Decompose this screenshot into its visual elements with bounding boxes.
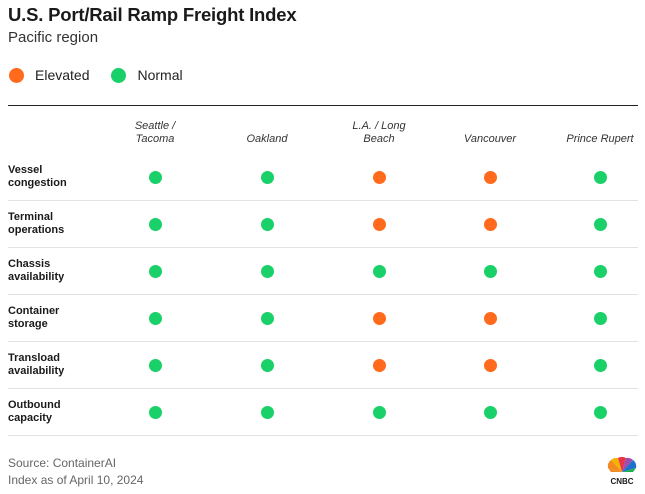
status-dot-normal: [593, 358, 607, 372]
row-separator: [8, 435, 638, 436]
status-dot-normal: [148, 170, 162, 184]
status-dot-elevated: [372, 358, 386, 372]
table-header-rule: [8, 105, 638, 106]
status-dot-normal: [148, 358, 162, 372]
row-label-line: Vessel: [8, 164, 43, 176]
status-dot-elevated: [483, 170, 497, 184]
legend-dot-elevated: [9, 67, 24, 83]
status-dot-normal: [593, 264, 607, 278]
status-dot-elevated: [372, 311, 386, 325]
row-separator: [8, 294, 638, 295]
legend-item-normal: Normal: [111, 67, 183, 83]
legend-item-elevated: Elevated: [9, 67, 89, 83]
status-dot-elevated: [483, 217, 497, 231]
row-label: Outbound capacity: [8, 399, 98, 425]
status-dot-normal: [260, 217, 274, 231]
status-dot-normal: [593, 217, 607, 231]
cnbc-peacock-logo: CNBC: [607, 456, 637, 486]
row-label-line: storage: [8, 318, 48, 330]
column-header-line: Beach: [363, 133, 395, 145]
column-header-line: Vancouver: [463, 133, 517, 145]
row-label-line: congestion: [8, 177, 67, 189]
row-label: Container storage: [8, 305, 98, 331]
legend: Elevated Normal: [9, 67, 205, 83]
row-label-line: Container: [8, 305, 60, 317]
column-header-line: L.A. / Long: [352, 120, 406, 132]
status-dot-normal: [260, 264, 274, 278]
status-dot-normal: [372, 264, 386, 278]
status-dot-elevated: [372, 217, 386, 231]
column-header-line: Oakland: [246, 133, 288, 145]
status-dot-normal: [260, 405, 274, 419]
status-dot-normal: [260, 358, 274, 372]
row-separator: [8, 341, 638, 342]
status-dot-normal: [372, 405, 386, 419]
legend-label-normal: Normal: [137, 67, 183, 83]
logo-text: CNBC: [610, 477, 633, 486]
legend-label-elevated: Elevated: [35, 67, 90, 83]
row-label-line: operations: [8, 224, 65, 236]
row-separator: [8, 200, 638, 201]
status-dot-normal: [148, 311, 162, 325]
row-label-line: availability: [8, 271, 65, 283]
status-dot-normal: [483, 405, 497, 419]
column-header-line: Seattle /: [134, 120, 176, 132]
status-dot-normal: [260, 311, 274, 325]
status-dot-normal: [483, 264, 497, 278]
row-label: Transload availability: [8, 352, 98, 378]
row-separator: [8, 388, 638, 389]
legend-dot-normal: [111, 67, 127, 83]
status-dot-elevated: [483, 358, 497, 372]
row-label-line: capacity: [8, 412, 53, 424]
status-dot-normal: [148, 405, 162, 419]
date-note: Index as of April 10, 2024: [8, 473, 144, 487]
column-header-1: Oakland: [212, 133, 322, 146]
column-header-line: Prince Rupert: [566, 133, 634, 145]
row-label: Terminal operations: [8, 211, 98, 237]
column-header-2: L.A. / Long Beach: [324, 120, 434, 146]
chart-title: U.S. Port/Rail Ramp Freight Index: [8, 4, 297, 25]
column-header-line: Tacoma: [135, 133, 175, 145]
status-dot-elevated: [372, 170, 386, 184]
source-note: Source: ContainerAI: [8, 456, 117, 470]
status-dot-normal: [148, 217, 162, 231]
chart-subtitle: Pacific region: [8, 29, 99, 46]
status-dot-normal: [260, 170, 274, 184]
row-label-line: Outbound: [8, 399, 61, 411]
status-dot-elevated: [483, 311, 497, 325]
status-dot-normal: [593, 405, 607, 419]
status-dot-normal: [148, 264, 162, 278]
row-label-line: Transload: [8, 352, 60, 364]
status-dot-normal: [593, 311, 607, 325]
row-label-line: availability: [8, 365, 65, 377]
status-dot-normal: [593, 170, 607, 184]
row-label-line: Chassis: [8, 258, 51, 270]
column-header-3: Vancouver: [435, 133, 545, 146]
row-label-line: Terminal: [8, 211, 54, 223]
row-label: Chassis availability: [8, 258, 98, 284]
column-header-0: Seattle / Tacoma: [100, 120, 210, 146]
row-separator: [8, 247, 638, 248]
column-header-4: Prince Rupert: [545, 133, 645, 146]
row-label: Vessel congestion: [8, 164, 98, 190]
